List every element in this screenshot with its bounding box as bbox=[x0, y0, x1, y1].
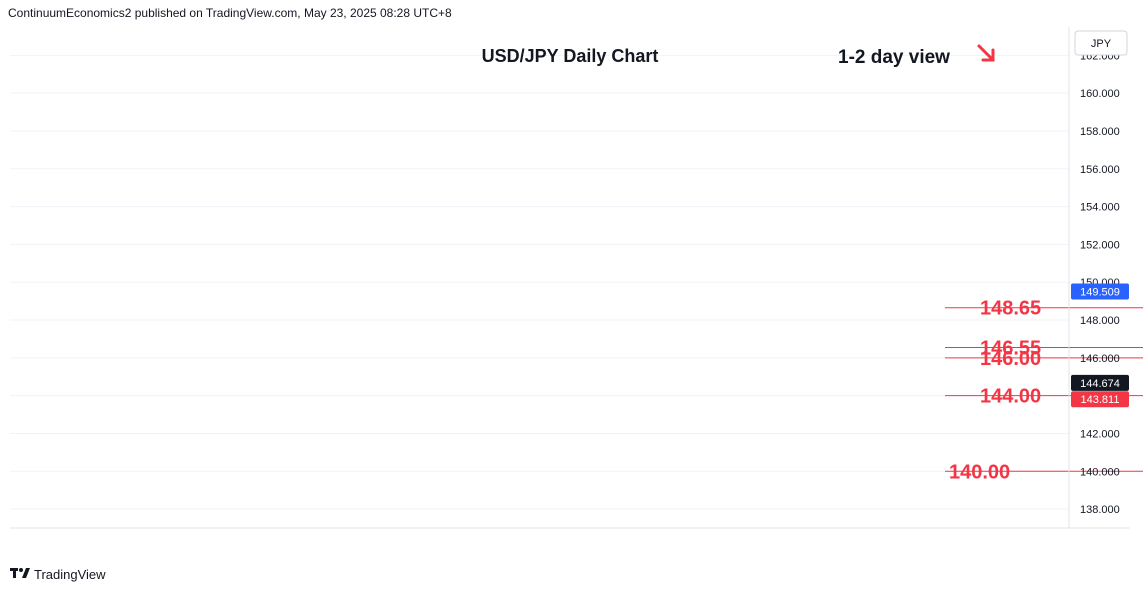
arrow-down-right-icon bbox=[977, 44, 995, 62]
y-tick-label: 152.000 bbox=[1080, 239, 1120, 251]
level-label: 140.00 bbox=[949, 461, 1010, 483]
footer-brand: TradingView bbox=[34, 567, 106, 582]
currency-label: JPY bbox=[1091, 38, 1112, 50]
y-tick-label: 146.000 bbox=[1080, 353, 1120, 365]
currency-button bbox=[1074, 30, 1128, 56]
price-tag: 144.674 bbox=[1071, 374, 1129, 391]
level-label: 146.00 bbox=[980, 348, 1041, 370]
y-tick-label: 140.000 bbox=[1080, 466, 1120, 478]
publisher-line: ContinuumEconomics2 published on Trading… bbox=[8, 6, 452, 20]
footer: TradingView bbox=[10, 567, 106, 582]
level-label: 144.00 bbox=[980, 386, 1041, 408]
y-tick-label: 158.000 bbox=[1080, 126, 1120, 138]
y-tick-label: 154.000 bbox=[1080, 202, 1120, 214]
price-tag: 143.811 bbox=[1071, 391, 1129, 408]
y-tick-label: 160.000 bbox=[1080, 88, 1120, 100]
price-tag-label: 144.674 bbox=[1080, 378, 1120, 390]
grid bbox=[10, 54, 1069, 510]
price-tag-label: 143.811 bbox=[1081, 394, 1120, 406]
tradingview-logo-icon[interactable] bbox=[10, 567, 30, 582]
price-tag: 149.509 bbox=[1071, 283, 1129, 300]
y-tick-label: 148.000 bbox=[1080, 315, 1120, 327]
y-tick-label: 156.000 bbox=[1080, 164, 1120, 176]
arrow-path bbox=[977, 44, 995, 62]
price-tag-bg bbox=[1071, 374, 1129, 391]
y-tick-label: 142.000 bbox=[1080, 428, 1120, 440]
level-label: 148.65 bbox=[980, 298, 1041, 320]
price-tag-bg bbox=[1071, 283, 1129, 300]
price-tags: 149.509 144.674 143.811 bbox=[1071, 283, 1129, 408]
y-tick-label: 138.000 bbox=[1080, 504, 1120, 516]
price-tag-bg bbox=[1071, 391, 1129, 408]
level-label: 146.55 bbox=[980, 337, 1041, 359]
price-tag-label: 149.509 bbox=[1080, 287, 1120, 299]
chart-title: USD/JPY Daily Chart bbox=[482, 46, 659, 66]
chart-subtitle: 1-2 day view bbox=[838, 47, 950, 68]
